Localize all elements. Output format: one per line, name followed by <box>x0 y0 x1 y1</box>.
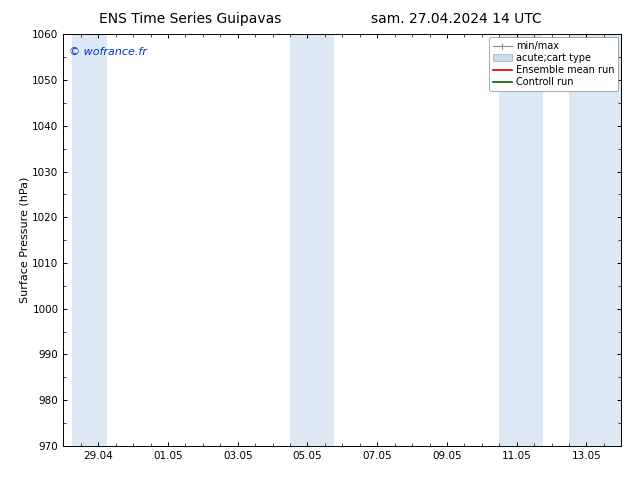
Text: © wofrance.fr: © wofrance.fr <box>69 47 147 57</box>
Y-axis label: Surface Pressure (hPa): Surface Pressure (hPa) <box>20 177 30 303</box>
Legend: min/max, acute;cart type, Ensemble mean run, Controll run: min/max, acute;cart type, Ensemble mean … <box>489 37 618 91</box>
Text: ENS Time Series Guipavas: ENS Time Series Guipavas <box>99 12 281 26</box>
Bar <box>569 34 621 446</box>
Bar <box>72 34 107 446</box>
Bar <box>290 34 333 446</box>
Text: sam. 27.04.2024 14 UTC: sam. 27.04.2024 14 UTC <box>371 12 542 26</box>
Bar <box>500 34 543 446</box>
